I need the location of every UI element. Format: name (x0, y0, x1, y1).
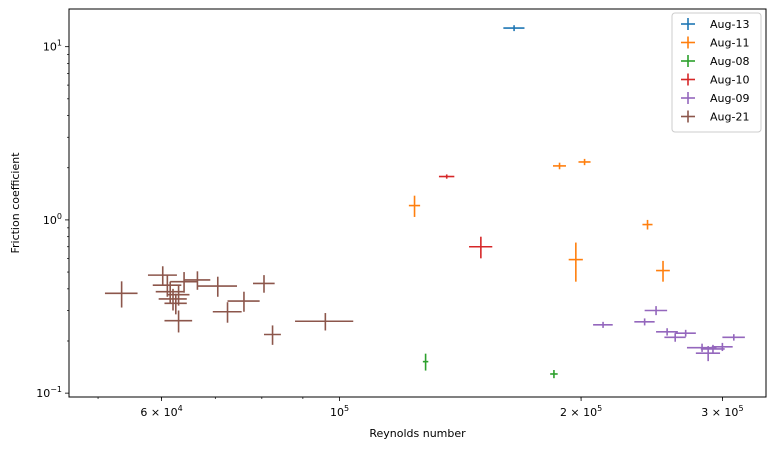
y-tick-label: 100 (43, 212, 62, 227)
legend-item: Aug-11 (681, 36, 749, 50)
x-tick-label: 6 × 104 (140, 404, 182, 419)
data-point (642, 219, 653, 230)
data-point (552, 162, 566, 170)
legend-label: Aug-21 (710, 111, 749, 124)
legend-label: Aug-10 (710, 74, 749, 87)
data-point (212, 302, 242, 323)
data-point (295, 313, 354, 331)
series-aug-11 (408, 158, 670, 282)
legend-label: Aug-09 (710, 92, 749, 105)
legend-label: Aug-08 (710, 55, 749, 68)
x-tick-label: 3 × 105 (701, 404, 743, 419)
data-point (167, 285, 190, 306)
series-aug-09 (593, 306, 745, 362)
data-point (197, 276, 238, 297)
data-point (253, 275, 275, 293)
data-point (656, 260, 670, 282)
data-point (227, 291, 260, 312)
x-tick-label: 2 × 105 (560, 404, 602, 419)
data-point (158, 288, 187, 311)
data-point (408, 195, 421, 217)
legend: Aug-13 Aug-11 Aug-08 Aug-10 Aug-09 Aug-21 (671, 12, 762, 133)
data-point (686, 343, 717, 352)
legend-item: Aug-13 (681, 18, 749, 31)
data-point (634, 318, 655, 326)
data-point (503, 25, 525, 32)
data-point (675, 329, 696, 337)
y-axis-label: Friction coefficient (9, 152, 22, 254)
data-point (644, 306, 668, 316)
plot-frame (68, 8, 767, 398)
y-tick-label: 101 (43, 39, 62, 54)
series-aug-13 (503, 25, 525, 32)
axes-layer: 6 × 104 105 2 × 105 3 × 105 10−1 100 101 (36, 8, 767, 419)
series-layer (104, 25, 745, 379)
data-point (711, 342, 733, 352)
data-point (147, 266, 177, 286)
y-tick-label: 10−1 (36, 385, 62, 400)
legend-item: Aug-10 (681, 73, 749, 87)
data-point (422, 353, 429, 371)
legend-label: Aug-11 (710, 37, 749, 50)
series-aug-10 (438, 174, 493, 259)
data-point (263, 325, 281, 345)
series-aug-08 (422, 353, 558, 379)
data-point (593, 321, 613, 328)
data-point (170, 272, 198, 293)
series-aug-21 (104, 266, 354, 345)
data-point (656, 328, 678, 336)
data-point (550, 370, 558, 379)
data-point (664, 333, 686, 342)
data-point (578, 158, 591, 166)
data-point (164, 310, 193, 333)
plot-area (69, 9, 766, 397)
x-axis-label: Reynolds number (369, 427, 466, 440)
legend-label: Aug-13 (710, 18, 749, 31)
legend-item: Aug-09 (681, 92, 749, 105)
data-point (469, 236, 493, 259)
data-point (568, 242, 583, 282)
data-point (152, 275, 182, 297)
data-point (104, 281, 138, 308)
legend-item: Aug-21 (681, 110, 749, 124)
x-tick-label: 105 (330, 404, 349, 419)
data-point (438, 174, 455, 179)
data-point (164, 293, 187, 315)
legend-item: Aug-08 (681, 55, 749, 68)
data-point (722, 334, 745, 341)
